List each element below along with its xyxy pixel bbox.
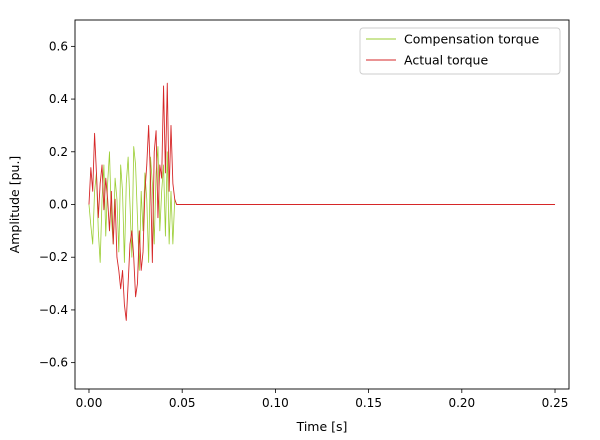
series-line-compensation-torque [88, 146, 556, 271]
legend-label-actual-torque: Actual torque [404, 53, 488, 68]
y-tick-label: −0.6 [39, 356, 68, 370]
legend-frame [359, 27, 561, 75]
y-tick-label: −0.2 [39, 250, 68, 264]
x-axis-label: Time [s] [296, 419, 348, 434]
x-tick-label: 0.25 [542, 396, 569, 410]
x-ticks: 0.00 0.05 0.10 0.15 0.20 0.25 [76, 389, 569, 410]
y-ticks: −0.6 −0.4 −0.2 0.0 0.2 0.4 0.6 [39, 39, 75, 370]
y-axis-label: Amplitude [pu.] [7, 156, 22, 254]
legend: Compensation torque Actual torque [359, 27, 561, 75]
x-tick-label: 0.20 [448, 396, 475, 410]
x-tick-label: 0.15 [355, 396, 382, 410]
x-tick-label: 0.05 [169, 396, 196, 410]
y-tick-label: 0.2 [49, 145, 68, 159]
series-layer [88, 82, 556, 321]
y-tick-label: 0.4 [49, 92, 68, 106]
x-tick-label: 0.00 [76, 396, 103, 410]
y-tick-label: 0.6 [49, 39, 68, 53]
y-tick-label: 0.0 [49, 198, 68, 212]
y-tick-label: −0.4 [39, 303, 68, 317]
legend-label-compensation-torque: Compensation torque [404, 32, 540, 47]
series-line-actual-torque [88, 82, 556, 321]
x-tick-label: 0.10 [262, 396, 289, 410]
